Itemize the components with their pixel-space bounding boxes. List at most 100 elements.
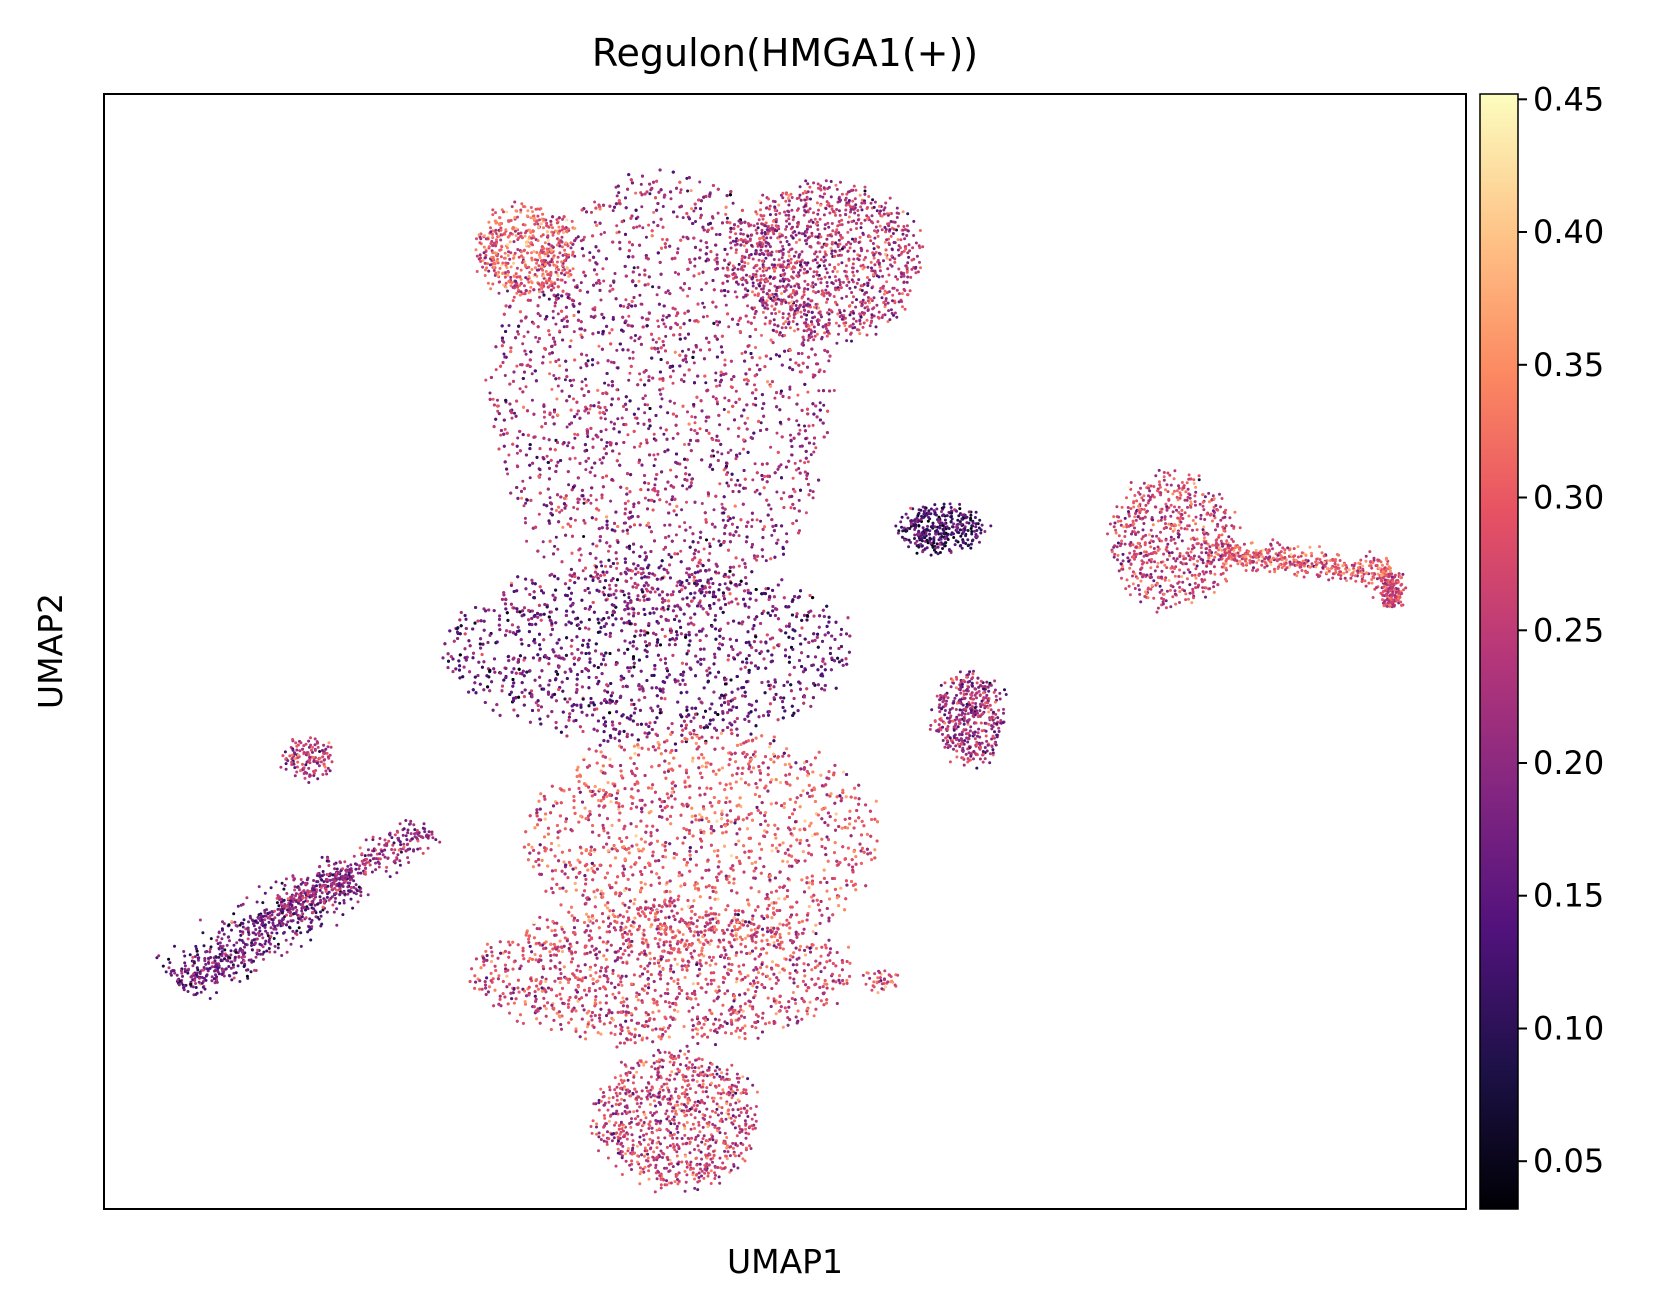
cell-point [766, 474, 770, 478]
cell-point [504, 330, 508, 333]
cell-point [715, 260, 719, 264]
cell-point [599, 232, 603, 236]
cell-point [670, 498, 674, 502]
cell-point [565, 315, 569, 319]
cell-point [683, 457, 687, 461]
cell-point [730, 472, 734, 476]
cell-point [628, 511, 632, 514]
cell-point [758, 368, 762, 371]
cell-point [704, 520, 708, 524]
cell-point [716, 450, 720, 454]
cell-point [626, 306, 630, 309]
cell-point [737, 534, 741, 538]
cell-point [603, 381, 607, 385]
cell-point [599, 574, 603, 578]
cell-point [520, 489, 523, 493]
cell-point [657, 190, 661, 194]
cell-point [614, 510, 618, 514]
cell-point [804, 511, 808, 515]
cell-point [595, 262, 599, 266]
cell-point [608, 289, 612, 293]
cell-point [760, 333, 763, 337]
cell-point [645, 438, 648, 442]
cell-point [755, 518, 759, 522]
cell-point [807, 441, 811, 445]
cell-point [589, 494, 593, 497]
cell-point [636, 421, 640, 425]
cell-point [659, 405, 663, 409]
cell-point [578, 461, 582, 465]
cell-point [561, 289, 565, 293]
cell-point [660, 246, 663, 250]
cell-point [737, 397, 741, 401]
cell-point [742, 469, 746, 472]
cell-point [615, 231, 619, 235]
cell-point [662, 432, 666, 436]
cell-point [567, 293, 571, 297]
cell-point [643, 403, 647, 407]
cell-point [765, 427, 769, 431]
cell-point [593, 461, 597, 465]
cell-point [502, 312, 506, 316]
cell-point [727, 325, 731, 329]
cell-point [576, 318, 580, 322]
cell-point [632, 505, 636, 509]
cell-point [712, 508, 716, 512]
cell-point [564, 494, 568, 498]
cell-point [565, 399, 569, 403]
cell-point [718, 482, 722, 486]
cell-point [711, 467, 715, 471]
cell-point [676, 251, 679, 255]
cell-point [722, 408, 726, 411]
cell-point [585, 364, 589, 368]
cell-point [613, 272, 617, 275]
cell-point [597, 249, 601, 253]
cell-point [608, 331, 612, 335]
cell-point [685, 500, 688, 504]
cell-point [769, 445, 773, 449]
cell-point [662, 608, 666, 612]
cell-point [757, 419, 761, 423]
cell-point [781, 394, 785, 398]
cell-point [632, 266, 636, 270]
cell-point [769, 507, 773, 511]
cell-point [767, 503, 771, 507]
cell-point [679, 286, 683, 290]
cell-point [541, 540, 545, 544]
cell-point [647, 482, 651, 485]
cell-point [597, 405, 601, 409]
cell-point [758, 492, 762, 496]
cell-point [787, 417, 791, 421]
cell-point [803, 429, 807, 433]
cell-point [783, 349, 787, 353]
cell-point [653, 539, 656, 543]
cell-point [720, 334, 724, 338]
cell-point [631, 585, 635, 589]
cell-point [743, 359, 747, 363]
cell-point [613, 521, 616, 525]
cell-point [668, 292, 672, 296]
cell-point [554, 322, 558, 326]
cell-point [765, 462, 769, 466]
cell-point [591, 601, 595, 604]
cell-point [601, 485, 605, 489]
cell-point [793, 490, 797, 494]
cell-point [679, 188, 683, 192]
cell-point [522, 335, 526, 338]
cell-point [753, 556, 757, 560]
cell-point [672, 509, 676, 513]
cell-point [675, 513, 678, 517]
cell-point [557, 216, 561, 220]
cell-point [494, 417, 498, 421]
cell-point [753, 383, 756, 387]
cell-point [579, 327, 583, 331]
cell-point [649, 498, 653, 502]
cell-point [499, 429, 503, 432]
cell-point [770, 380, 774, 384]
cell-point [528, 365, 532, 368]
cell-point [627, 612, 631, 616]
cell-point [494, 345, 498, 349]
cell-point [815, 415, 819, 419]
cell-point [643, 474, 646, 477]
cell-point [569, 408, 573, 412]
